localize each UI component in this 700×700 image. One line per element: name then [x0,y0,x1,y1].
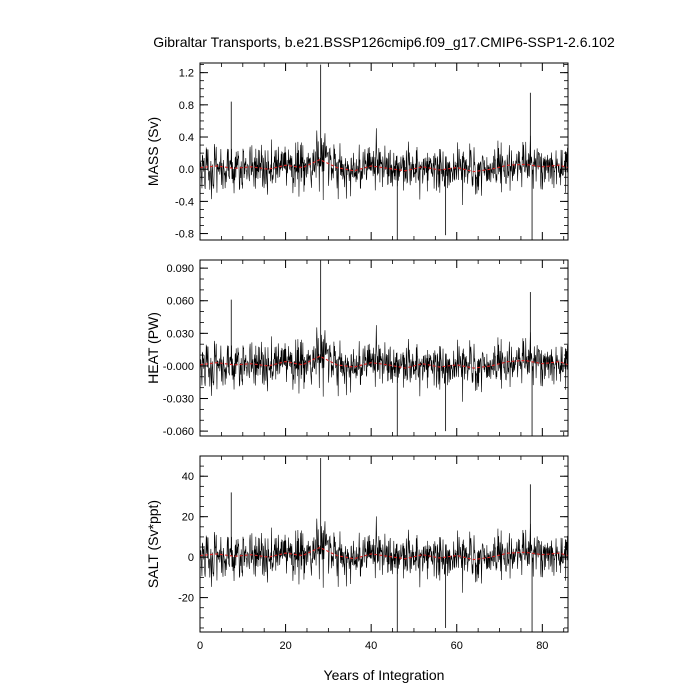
heat-y-axis-title: HEAT (PW) [145,312,161,384]
panel-salt: 40 20 0 -20 SALT (Sv*ppt) [145,455,569,633]
mass-y-tick-label: -0.4 [175,196,194,208]
x-tick-label: 60 [451,640,463,652]
panel-mass: 1.2 0.8 0.4 0.0 -0.4 -0.8 MASS (Sv) [145,62,569,241]
mass-y-tick-label: -0.8 [175,229,194,241]
heat-monthly-series [200,325,568,402]
heat-y-tick-label: -0.000 [163,361,194,373]
x-tick-label: 20 [279,640,291,652]
panel-heat: 0.090 0.060 0.030 -0.000 -0.030 -0.060 HEAT (P… [145,259,569,438]
heat-plot-frame [199,259,569,437]
mass-monthly-series [200,128,568,206]
mass-plot-frame [199,62,569,241]
x-tick-label: 40 [365,640,377,652]
salt-smoothed-series [200,546,568,561]
heat-y-tick-label: -0.060 [163,426,194,438]
mass-smoothed-series [200,158,568,173]
heat-y-tick-label: 0.090 [166,263,194,275]
mass-y-tick-label: 0.4 [179,132,194,144]
salt-y-tick-label: 0 [188,552,194,564]
salt-y-axis-title: SALT (Sv*ppt) [145,500,161,588]
mass-y-tick-label: 0.0 [179,164,194,176]
mass-y-tick-label: 0.8 [179,100,194,112]
mass-y-axis-title: MASS (Sv) [145,117,161,186]
salt-plot-frame [199,455,569,633]
salt-y-tick-label: 40 [182,471,194,483]
x-axis-title: Years of Integration [324,667,445,683]
salt-y-tick-label: -20 [178,593,194,605]
heat-smoothed-series [200,355,568,369]
heat-y-tick-label: 0.030 [166,328,194,340]
x-axis: 0 20 40 60 80 [197,640,549,652]
x-tick-label: 80 [536,640,548,652]
chart-title: Gibraltar Transports, b.e21.BSSP126cmip6… [153,34,615,50]
heat-y-tick-label: -0.030 [163,394,194,406]
salt-y-tick-label: 20 [182,512,194,524]
salt-monthly-series [200,516,568,593]
heat-y-tick-label: 0.060 [166,296,194,308]
mass-y-tick-label: 1.2 [179,68,194,80]
x-tick-label: 0 [197,640,203,652]
